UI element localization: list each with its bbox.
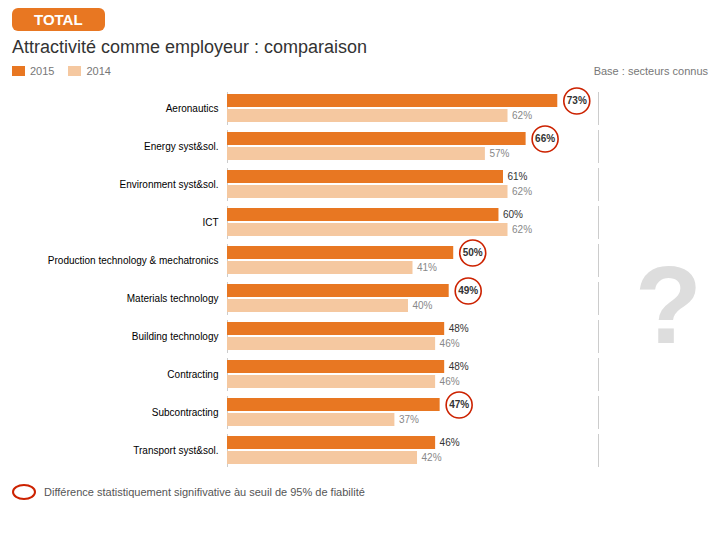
svg-text:48%: 48%	[449, 361, 469, 372]
svg-text:61%: 61%	[507, 171, 527, 182]
svg-text:42%: 42%	[422, 452, 442, 463]
svg-text:62%: 62%	[512, 110, 532, 121]
svg-text:47%: 47%	[449, 399, 469, 410]
svg-text:Contracting: Contracting	[167, 369, 218, 380]
html-text:Base : secteurs connus: Base : secteurs connus	[593, 65, 708, 77]
html-text:TOTAL: TOTAL	[34, 11, 83, 28]
html-text:2015: 2015	[30, 65, 55, 77]
svg-text:Aeronautics: Aeronautics	[166, 103, 219, 114]
svg-text:66%: 66%	[535, 133, 555, 144]
svg-text:73%: 73%	[567, 95, 587, 106]
svg-text:57%: 57%	[489, 148, 509, 159]
svg-text:Energy syst&sol.: Energy syst&sol.	[144, 141, 218, 152]
svg-text:Environment syst&sol.: Environment syst&sol.	[120, 179, 219, 190]
html-text:Attractivité comme employeur :: Attractivité comme employeur : comparais…	[12, 37, 368, 57]
html-text:Différence statistiquement sig: Différence statistiquement signifivative…	[44, 486, 365, 498]
svg-text:40%: 40%	[412, 300, 432, 311]
svg-text:48%: 48%	[449, 323, 469, 334]
svg-text:Production technology & mechat: Production technology & mechatronics	[48, 255, 219, 266]
svg-text:Transport syst&sol.: Transport syst&sol.	[133, 445, 218, 456]
svg-text:46%: 46%	[440, 376, 460, 387]
svg-text:60%: 60%	[503, 209, 523, 220]
svg-text:50%: 50%	[463, 247, 483, 258]
svg-text:Building technology: Building technology	[132, 331, 219, 342]
svg-text:49%: 49%	[458, 285, 478, 296]
svg-text:ICT: ICT	[202, 217, 218, 228]
svg-text:37%: 37%	[399, 414, 419, 425]
svg-text:46%: 46%	[440, 437, 460, 448]
svg-text:Materials technology: Materials technology	[127, 293, 219, 304]
svg-text:62%: 62%	[512, 224, 532, 235]
svg-text:Subcontracting: Subcontracting	[152, 407, 219, 418]
svg-text:62%: 62%	[512, 186, 532, 197]
html-text:2014: 2014	[86, 65, 111, 77]
svg-text:46%: 46%	[440, 338, 460, 349]
svg-text:41%: 41%	[417, 262, 437, 273]
